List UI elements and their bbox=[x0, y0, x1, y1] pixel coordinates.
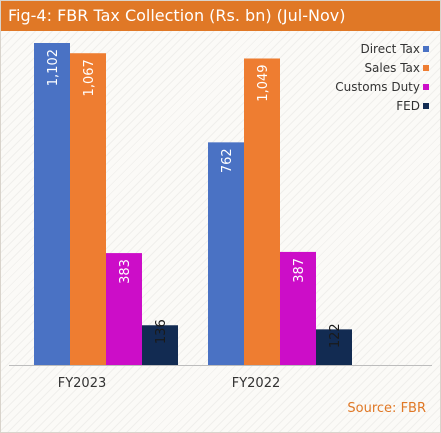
bar-fed-fy2022 bbox=[316, 329, 352, 365]
bar-customs-duty-fy2022 bbox=[280, 251, 316, 365]
legend-swatch-sales-tax bbox=[423, 64, 429, 71]
legend-swatch-fed bbox=[423, 102, 429, 109]
data-label-customs-duty-fy2022: 387 bbox=[292, 258, 307, 283]
legend: Direct Tax Sales Tax Customs Duty FED bbox=[335, 39, 429, 115]
data-label-direct-tax-fy2022: 762 bbox=[220, 148, 235, 173]
data-label-fed-fy2023: 136 bbox=[154, 319, 169, 344]
legend-label-customs-duty: Customs Duty bbox=[335, 79, 420, 94]
data-label-sales-tax-fy2022: 1,049 bbox=[256, 64, 271, 101]
legend-swatch-direct-tax bbox=[423, 45, 429, 52]
bar-fed-fy2023 bbox=[142, 325, 178, 365]
source-note: Source: FBR bbox=[347, 401, 426, 416]
legend-item-direct-tax: Direct Tax bbox=[335, 39, 429, 58]
bar-direct-tax-fy2022 bbox=[208, 142, 244, 365]
legend-item-sales-tax: Sales Tax bbox=[335, 58, 429, 77]
category-label-fy2023: FY2023 bbox=[58, 376, 107, 391]
bar-customs-duty-fy2023 bbox=[106, 253, 142, 365]
data-label-sales-tax-fy2023: 1,067 bbox=[82, 59, 97, 96]
legend-label-sales-tax: Sales Tax bbox=[364, 60, 420, 75]
data-label-direct-tax-fy2023: 1,102 bbox=[46, 49, 61, 86]
category-label-fy2022: FY2022 bbox=[232, 376, 281, 391]
data-label-fed-fy2022: 122 bbox=[328, 323, 343, 348]
legend-item-customs-duty: Customs Duty bbox=[335, 77, 429, 96]
legend-label-fed: FED bbox=[396, 98, 420, 113]
legend-swatch-customs-duty bbox=[423, 83, 429, 90]
bar-sales-tax-fy2022 bbox=[244, 58, 280, 365]
figure-title: Fig-4: FBR Tax Collection (Rs. bn) (Jul-… bbox=[1, 1, 440, 31]
legend-item-fed: FED bbox=[335, 96, 429, 115]
bar-sales-tax-fy2023 bbox=[70, 53, 106, 365]
data-label-customs-duty-fy2023: 383 bbox=[118, 259, 133, 284]
bar-direct-tax-fy2023 bbox=[34, 43, 70, 365]
legend-label-direct-tax: Direct Tax bbox=[360, 41, 420, 56]
